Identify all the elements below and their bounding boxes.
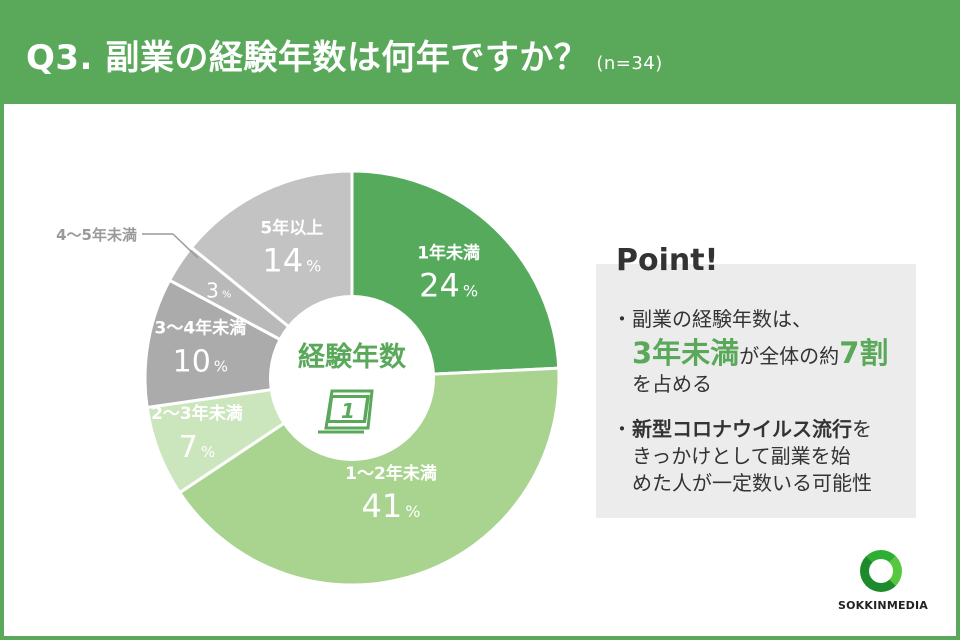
slice-name-label: 5年以上 [260,218,323,239]
donut-hole [269,295,435,461]
point-1-line-2: 3年未満が全体の約7割 [632,330,888,372]
slice-name-label: 4〜5年未満 [56,226,137,244]
sokkin-logo-icon [860,550,902,592]
logo-text: SOKKINMEDIA [838,599,929,612]
highlight-7-wari: 7割 [839,336,889,370]
sample-size: (n=34) [596,53,663,74]
point-2-line-1: 新型コロナウイルス流行を [632,413,872,442]
page-title: Q3. 副業の経験年数は何年ですか？ (n=34) [26,30,663,79]
point-1-line-3: を占める [632,372,712,396]
point-box [596,264,916,518]
calendar-1-icon: 1 [318,389,374,434]
slice-value-label: 24% [419,267,478,305]
slice-name-label: 3〜4年未満 [155,317,247,338]
slice-name-label: 2〜3年未満 [151,403,243,424]
covid-bold: 新型コロナウイルス流行 [632,417,852,441]
point-bullet-2: ・ [612,417,632,441]
chart-labels: 1年未満 24 % 1〜2年未満 41 % 2〜3年未満 7 % 3〜4年未満 10 % 4〜5年未満 3… [56,218,480,525]
header-bar: Q3. 副業の経験年数は何年ですか？ (n=34) [0,0,960,104]
center-label: 経験年数 [298,341,407,373]
slice-name-label: 1〜2年未満 [345,463,437,484]
pie-slice [177,366,561,587]
question-title: Q3. 副業の経験年数は何年ですか？ [26,38,589,78]
svg-text:1: 1 [341,399,355,423]
point-2-rest: を [852,417,872,441]
slice-value-label: 10% [173,344,228,379]
point-1-line-1: 副業の経験年数は、 [632,307,812,331]
highlight-3-years: 3年未満 [632,336,740,370]
slice-value-label: 3% [206,278,231,302]
slice-value-label: 41% [362,487,421,525]
leader-line-4-5-diag [172,233,199,259]
point-2-line-3: めた人が一定数いる可能性 [632,471,872,495]
slice-name-label: 1年未満 [417,243,480,264]
chart-slices [143,169,561,587]
point-title: Point! [616,243,719,278]
slice-value-label: 14% [262,242,321,280]
slice-value-label: 7% [179,430,215,465]
point-2-line-2: きっかけとして副業を始 [632,444,851,468]
point-bullet-1: ・ [612,307,632,331]
point-1-mid: が全体の約 [739,344,840,368]
